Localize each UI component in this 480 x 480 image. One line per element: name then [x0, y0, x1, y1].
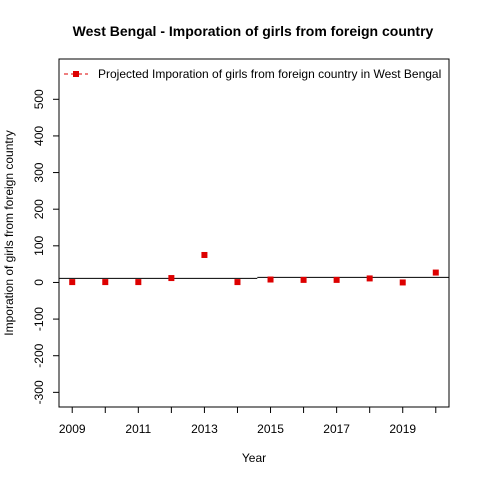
x-axis: 2009 2011 2013 2015 2017 2019 [59, 407, 437, 436]
y-tick-label: -100 [32, 307, 46, 331]
data-point [168, 275, 175, 282]
x-axis-label: Year [242, 451, 266, 465]
plot-area [59, 251, 449, 286]
x-tick-label: 2019 [389, 422, 416, 436]
data-point [135, 279, 142, 286]
y-tick-label: -200 [32, 343, 46, 367]
y-tick-label: 0 [32, 279, 46, 286]
x-tick-label: 2011 [125, 422, 151, 436]
x-tick-label: 2013 [191, 422, 218, 436]
legend-marker [73, 71, 79, 77]
data-point [300, 276, 307, 283]
data-point [234, 279, 241, 286]
legend: Projected Imporation of girls from forei… [64, 67, 441, 81]
x-tick-label: 2017 [323, 422, 350, 436]
y-tick-label: 100 [32, 235, 46, 255]
data-point [399, 279, 406, 286]
data-point [267, 276, 274, 283]
x-tick-label: 2015 [257, 422, 284, 436]
data-point [333, 276, 340, 283]
data-point [102, 279, 109, 286]
plot-frame [58, 58, 450, 408]
data-point [69, 279, 76, 286]
data-point [366, 275, 373, 282]
chart-title: West Bengal - Imporation of girls from f… [73, 23, 434, 39]
legend-label: Projected Imporation of girls from forei… [98, 67, 441, 81]
y-axis: -300 -200 -100 0 100 200 300 400 500 [32, 89, 59, 404]
data-point [432, 269, 439, 276]
x-tick-label: 2009 [59, 422, 86, 436]
y-tick-label: 400 [32, 126, 46, 146]
y-tick-label: 200 [32, 199, 46, 219]
data-point [201, 251, 208, 258]
y-tick-label: 300 [32, 162, 46, 182]
y-tick-label: 500 [32, 89, 46, 109]
y-tick-label: -300 [32, 380, 46, 404]
y-axis-label: Imporation of girls from foreign country [2, 130, 16, 335]
